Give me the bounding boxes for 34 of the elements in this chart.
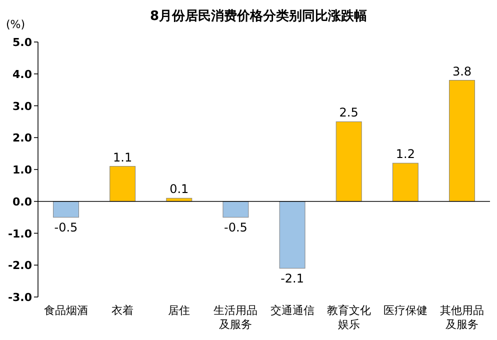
data-label: -0.5	[54, 220, 78, 234]
y-tick-label: 3.0	[12, 100, 32, 113]
x-tick-label: 其他用品及服务	[440, 304, 484, 331]
x-tick-label: 教育文化娱乐	[326, 304, 371, 331]
x-tick-label: 医疗保健	[383, 304, 428, 317]
data-label: -0.5	[224, 220, 248, 234]
x-tick-label: 交通通信	[270, 304, 314, 317]
x-tick-label: 食品烟酒	[44, 304, 88, 317]
y-tick-label: -1.0	[8, 227, 32, 240]
y-tick-label: 4.0	[12, 68, 32, 81]
y-tick-label: -2.0	[8, 259, 32, 272]
data-label: 3.8	[452, 64, 472, 78]
y-axis-title: (%)	[6, 18, 26, 31]
bar	[110, 166, 136, 202]
y-tick-label: 1.0	[12, 164, 32, 176]
y-tick-label: 2.0	[12, 132, 32, 145]
bar	[449, 80, 475, 202]
chart-title: 8月份居民消费价格分类别同比涨跌幅	[150, 9, 368, 24]
bar	[53, 201, 79, 218]
data-label: 2.5	[339, 106, 358, 120]
y-tick-label: -3.0	[8, 291, 32, 304]
data-label: 1.1	[113, 150, 132, 164]
bar	[336, 121, 362, 202]
data-label: 1.2	[396, 147, 415, 162]
y-tick-label: 0.0	[12, 195, 32, 208]
x-tick-label: 生活用品及服务	[214, 304, 258, 331]
x-tick-label: 衣着	[112, 304, 134, 317]
bar	[279, 201, 306, 269]
data-label: 0.1	[170, 182, 189, 196]
y-tick-label: 5.0	[12, 36, 32, 49]
bar	[392, 162, 418, 202]
data-label: -2.1	[280, 271, 304, 286]
bar	[222, 201, 249, 218]
x-tick-label: 居住	[168, 304, 190, 317]
